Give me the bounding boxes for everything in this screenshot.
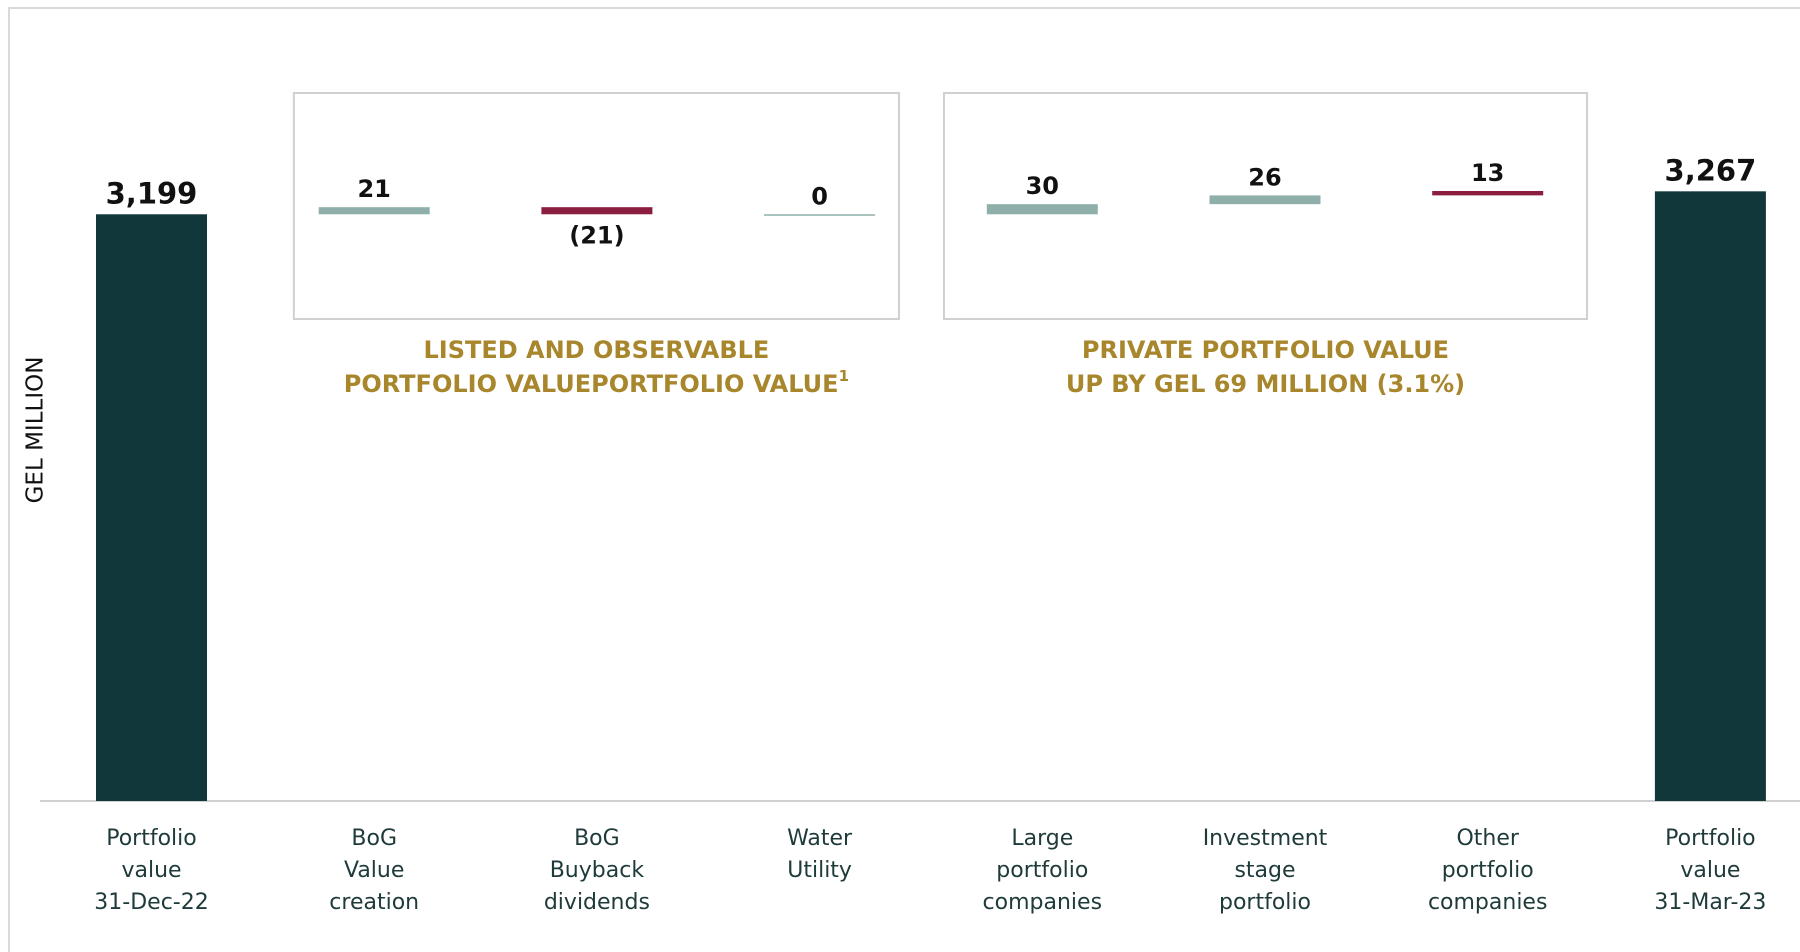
value-label: 30 [1026, 172, 1059, 200]
value-label: 21 [357, 175, 390, 203]
value-label: 3,199 [106, 176, 198, 210]
bar [541, 207, 653, 215]
x-tick-label: portfolio [1442, 858, 1534, 883]
group-box [942, 92, 1589, 320]
x-tick-label: stage [1234, 858, 1295, 883]
bar [96, 214, 207, 801]
x-tick-label: Utility [787, 858, 852, 883]
bar [318, 207, 430, 215]
bar [1432, 190, 1544, 196]
bar [764, 214, 876, 216]
x-tick-label: Large [1011, 826, 1073, 851]
value-label: 13 [1471, 159, 1504, 187]
x-tick-label: portfolio [1219, 890, 1311, 915]
x-tick-label: BoG [351, 826, 397, 851]
bar [986, 204, 1098, 215]
x-tick-label: value [121, 858, 181, 883]
x-tick-label: BoG [574, 826, 620, 851]
group-title: UP BY GEL 69 MILLION (3.1%) [1066, 370, 1465, 398]
x-tick-label: Buyback [550, 858, 645, 883]
x-tick-label: Portfolio [106, 826, 197, 851]
group-title-line: PORTFOLIO VALUE [591, 370, 838, 398]
value-label: 0 [811, 182, 828, 210]
bar [1654, 191, 1766, 801]
group-box [292, 92, 900, 320]
group-title: PORTFOLIO VALUEPORTFOLIO VALUE1 [344, 367, 849, 399]
x-tick-label: Value [344, 858, 404, 883]
x-tick-label: creation [329, 890, 419, 915]
x-tick-label: companies [1428, 890, 1548, 915]
bar [1209, 195, 1321, 205]
y-axis-label: GEL MILLION [23, 357, 49, 504]
value-label: (21) [569, 221, 624, 249]
x-tick-label: Water [787, 826, 853, 851]
footnote-mark: 1 [839, 367, 849, 385]
x-tick-label: dividends [544, 890, 650, 915]
x-tick-label: Portfolio [1665, 826, 1756, 851]
group-title: PRIVATE PORTFOLIO VALUE [1082, 336, 1449, 364]
x-tick-label: portfolio [996, 858, 1088, 883]
x-tick-label: value [1680, 858, 1740, 883]
x-tick-label: Other [1456, 826, 1519, 851]
x-tick-label: Investment [1203, 826, 1328, 851]
x-tick-label: 31-Mar-23 [1654, 890, 1766, 915]
x-tick-label: companies [983, 890, 1103, 915]
value-label: 26 [1248, 163, 1281, 191]
value-label: 3,267 [1665, 153, 1757, 187]
x-tick-label: 31-Dec-22 [94, 890, 208, 915]
group-title: LISTED AND OBSERVABLE [423, 336, 769, 364]
frame [8, 7, 1800, 952]
